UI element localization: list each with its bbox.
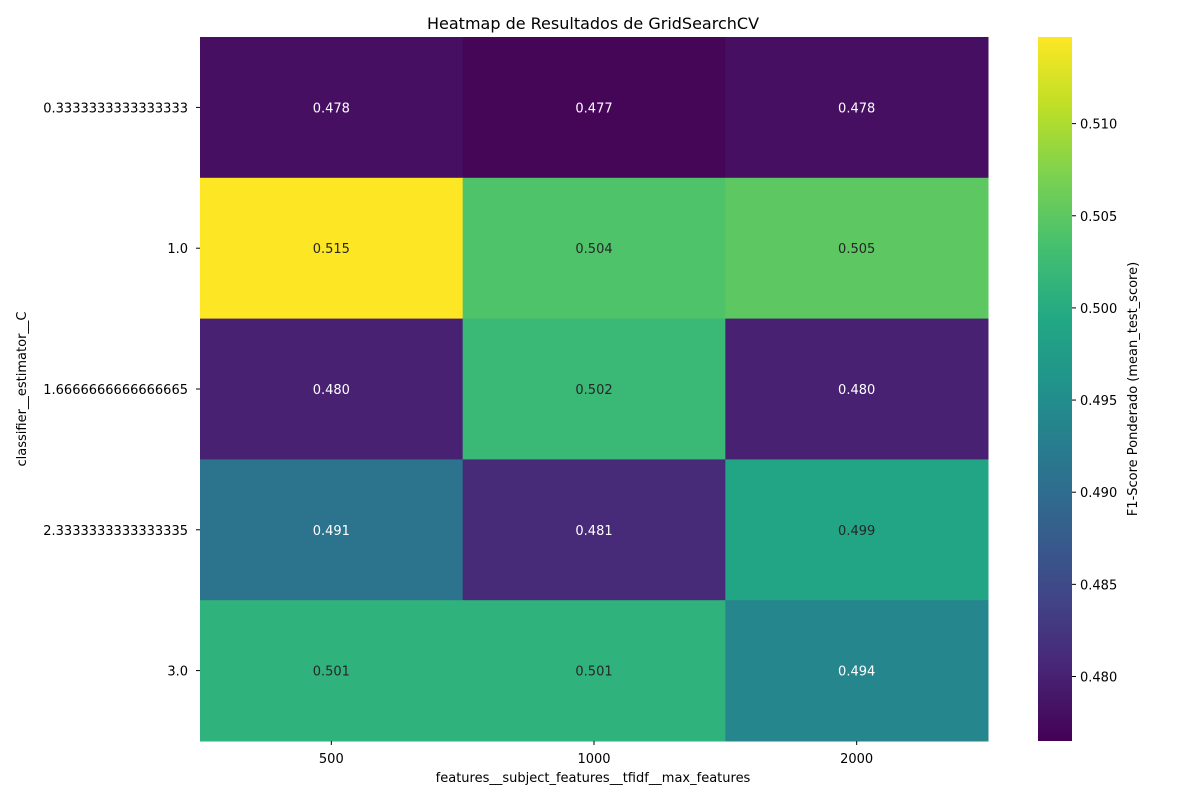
cell-value-label: 0.499 (838, 524, 875, 539)
y-tick-label: 2.3333333333333335 (43, 524, 188, 539)
cell-value-label: 0.515 (313, 242, 350, 257)
heatmap-cell (725, 459, 989, 601)
heatmap-cell (462, 318, 726, 460)
cell-value-label: 0.501 (313, 665, 350, 680)
x-tick-label: 1000 (577, 752, 610, 767)
heatmap-cell (725, 318, 989, 460)
x-axis-label: features__subject_features__tfidf__max_f… (436, 771, 751, 786)
heatmap-cell (200, 37, 464, 179)
heatmap-cell (725, 37, 989, 179)
heatmap-cells (200, 37, 989, 742)
heatmap-cell (725, 600, 989, 742)
cell-value-label: 0.477 (575, 101, 612, 116)
heatmap-cell (200, 177, 464, 320)
y-tick-label: 3.0 (167, 665, 188, 680)
y-tick-label: 1.6666666666666665 (43, 383, 188, 398)
colorbar-tick-label: 0.505 (1080, 210, 1117, 225)
heatmap-cell (462, 459, 726, 601)
cell-value-label: 0.501 (575, 665, 612, 680)
heatmap-cell-labels: 0.478 0.477 0.478 0.515 0.504 0.505 0.480 0.502… (313, 101, 876, 679)
cell-value-label: 0.480 (838, 383, 875, 398)
cell-value-label: 0.478 (838, 101, 875, 116)
cell-value-label: 0.505 (838, 242, 875, 257)
colorbar (1038, 37, 1072, 741)
colorbar-tick-label: 0.495 (1080, 394, 1117, 409)
x-axis-ticks: 500 1000 2000 (319, 741, 873, 767)
cell-value-label: 0.502 (575, 383, 612, 398)
y-tick-label: 1.0 (167, 242, 188, 257)
cell-value-label: 0.491 (313, 524, 350, 539)
y-tick-label: 0.3333333333333333 (43, 101, 188, 116)
cell-value-label: 0.481 (575, 524, 612, 539)
colorbar-tick-label: 0.510 (1080, 118, 1117, 133)
heatmap-cell (200, 600, 464, 742)
cell-value-label: 0.504 (575, 242, 612, 257)
colorbar-tick-label: 0.500 (1080, 302, 1117, 317)
y-axis-label: classifier__estimator__C (15, 312, 30, 467)
colorbar-ticks: 0.480 0.485 0.490 0.495 0.500 0.505 0.510 (1072, 118, 1117, 685)
colorbar-tick-label: 0.480 (1080, 670, 1117, 685)
colorbar-tick-label: 0.485 (1080, 578, 1117, 593)
heatmap-cell (725, 177, 989, 320)
x-tick-label: 2000 (840, 752, 873, 767)
chart-title: Heatmap de Resultados de GridSearchCV (427, 14, 759, 33)
colorbar-label: F1-Score Ponderado (mean_test_score) (1126, 262, 1141, 516)
heatmap-cell (462, 600, 726, 742)
x-tick-label: 500 (319, 752, 344, 767)
colorbar-tick-label: 0.490 (1080, 486, 1117, 501)
y-axis-ticks: 0.3333333333333333 1.0 1.6666666666666665 2… (43, 101, 200, 680)
cell-value-label: 0.478 (313, 101, 350, 116)
heatmap-cell (462, 37, 726, 179)
heatmap-cell (200, 318, 464, 460)
cell-value-label: 0.494 (838, 665, 875, 680)
cell-value-label: 0.480 (313, 383, 350, 398)
heatmap-cell (200, 459, 464, 601)
heatmap-cell (462, 177, 726, 320)
